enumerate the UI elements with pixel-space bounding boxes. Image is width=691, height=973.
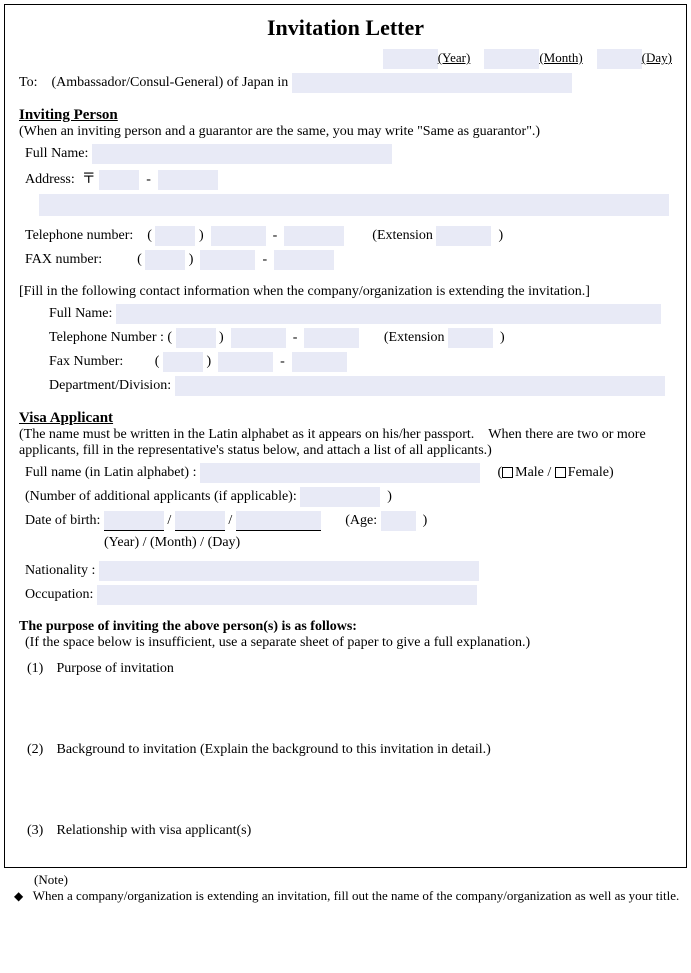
occupation-row: Occupation: xyxy=(25,585,672,605)
visa-applicant-heading: Visa Applicant xyxy=(19,410,672,427)
org-dept-row: Department/Division: xyxy=(49,376,672,396)
org-note: [Fill in the following contact informati… xyxy=(19,284,672,300)
org-tel2-input[interactable] xyxy=(231,328,286,348)
inviting-fullname-row: Full Name: xyxy=(25,144,672,164)
org-fax2-input[interactable] xyxy=(218,352,273,372)
org-ext-label: (Extension xyxy=(384,330,445,345)
dob-format: (Year) / (Month) / (Day) xyxy=(104,535,672,551)
male-label: Male xyxy=(515,465,544,480)
purpose-item-3: (3) Relationship with visa applicant(s) xyxy=(27,823,672,839)
applicant-fullname-row: Full name (in Latin alphabet) : (Male / … xyxy=(25,463,672,483)
footer-bullet: When a company/organization is extending… xyxy=(33,888,679,903)
org-fullname-input[interactable] xyxy=(116,304,661,324)
date-row: (Year) (Month) (Day) xyxy=(19,49,672,69)
org-tel1-input[interactable] xyxy=(176,328,216,348)
org-fullname-row: Full Name: xyxy=(49,304,672,324)
page-title: Invitation Letter xyxy=(19,15,672,41)
fax1-input[interactable] xyxy=(145,250,185,270)
to-row: To: (Ambassador/Consul-General) of Japan… xyxy=(19,73,672,93)
invitation-letter-form: Invitation Letter (Year) (Month) (Day) T… xyxy=(4,4,687,868)
purpose-num-2: (2) xyxy=(27,742,53,758)
purpose-text-3: Relationship with visa applicant(s) xyxy=(57,823,657,839)
org-dept-label: Department/Division: xyxy=(49,378,171,393)
address-label: Address: xyxy=(25,172,75,187)
ext-label: (Extension xyxy=(372,228,433,243)
inviting-fullname-input[interactable] xyxy=(92,144,392,164)
dob-row: Date of birth: / / (Age: ) xyxy=(25,511,672,531)
postal2-input[interactable] xyxy=(158,170,218,190)
purpose-item-1: (1) Purpose of invitation xyxy=(27,661,672,732)
to-country-input[interactable] xyxy=(292,73,572,93)
org-tel3-input[interactable] xyxy=(304,328,359,348)
dob-year-input[interactable] xyxy=(104,511,164,531)
additional-input[interactable] xyxy=(300,487,380,507)
purpose-heading: The purpose of inviting the above person… xyxy=(19,619,672,635)
to-text: (Ambassador/Consul-General) of Japan in xyxy=(51,75,288,90)
occupation-label: Occupation: xyxy=(25,587,93,602)
inviting-address-row: Address: 〒 - xyxy=(25,168,672,190)
purpose-num-3: (3) xyxy=(27,823,53,839)
tel2-input[interactable] xyxy=(211,226,266,246)
diamond-icon: ◆ xyxy=(14,889,23,903)
inviting-address2-row xyxy=(39,194,672,216)
female-checkbox[interactable] xyxy=(555,467,566,478)
footer-note: (Note) ◆ When a company/organization is … xyxy=(14,872,687,904)
fax2-input[interactable] xyxy=(200,250,255,270)
dob-label: Date of birth: xyxy=(25,513,100,528)
note-label: (Note) xyxy=(34,872,687,888)
to-label: To: xyxy=(19,75,37,90)
org-dept-input[interactable] xyxy=(175,376,665,396)
org-fullname-label: Full Name: xyxy=(49,306,112,321)
month-input[interactable] xyxy=(484,49,539,69)
nationality-input[interactable] xyxy=(99,561,479,581)
org-fax-row: Fax Number: ( ) - xyxy=(49,352,672,372)
address-line-input[interactable] xyxy=(39,194,669,216)
day-label: (Day) xyxy=(642,50,672,65)
org-fax1-input[interactable] xyxy=(163,352,203,372)
occupation-input[interactable] xyxy=(97,585,477,605)
purpose-text-2: Background to invitation (Explain the ba… xyxy=(57,742,657,758)
dob-month-input[interactable] xyxy=(175,511,225,531)
applicant-fullname-input[interactable] xyxy=(200,463,480,483)
purpose-num-1: (1) xyxy=(27,661,53,677)
day-input[interactable] xyxy=(597,49,642,69)
org-tel-label: Telephone Number : xyxy=(49,330,164,345)
org-ext-input[interactable] xyxy=(448,328,493,348)
fax-label: FAX number: xyxy=(25,252,102,267)
applicant-fullname-label: Full name (in Latin alphabet) : xyxy=(25,465,196,480)
inviting-tel-row: Telephone number: ( ) - (Extension ) xyxy=(25,226,672,246)
purpose-item-2: (2) Background to invitation (Explain th… xyxy=(27,742,672,813)
year-input[interactable] xyxy=(383,49,438,69)
inviting-person-heading: Inviting Person xyxy=(19,107,672,124)
inviting-person-note: (When an inviting person and a guarantor… xyxy=(19,124,672,140)
tel3-input[interactable] xyxy=(284,226,344,246)
nationality-row: Nationality : xyxy=(25,561,672,581)
age-input[interactable] xyxy=(381,511,416,531)
org-fax3-input[interactable] xyxy=(292,352,347,372)
purpose-text-1: Purpose of invitation xyxy=(57,661,657,677)
fax3-input[interactable] xyxy=(274,250,334,270)
tel-label: Telephone number: xyxy=(25,228,133,243)
additional-label: (Number of additional applicants (if app… xyxy=(25,489,297,504)
male-checkbox[interactable] xyxy=(502,467,513,478)
org-tel-row: Telephone Number : ( ) - (Extension ) xyxy=(49,328,672,348)
female-label: Female xyxy=(568,465,609,480)
postal1-input[interactable] xyxy=(99,170,139,190)
age-label: (Age: xyxy=(345,513,377,528)
dob-day-input[interactable] xyxy=(236,511,321,531)
additional-applicants-row: (Number of additional applicants (if app… xyxy=(25,487,672,507)
month-label: (Month) xyxy=(539,50,582,65)
purpose-note: (If the space below is insufficient, use… xyxy=(25,635,672,651)
nationality-label: Nationality : xyxy=(25,563,95,578)
inviting-fax-row: FAX number: ( ) - xyxy=(25,250,672,270)
postal-mark: 〒 xyxy=(82,172,96,187)
ext-input[interactable] xyxy=(436,226,491,246)
fullname-label: Full Name: xyxy=(25,146,88,161)
year-label: (Year) xyxy=(438,50,471,65)
tel1-input[interactable] xyxy=(155,226,195,246)
org-fax-label: Fax Number: xyxy=(49,354,123,369)
visa-applicant-note: (The name must be written in the Latin a… xyxy=(19,427,672,459)
